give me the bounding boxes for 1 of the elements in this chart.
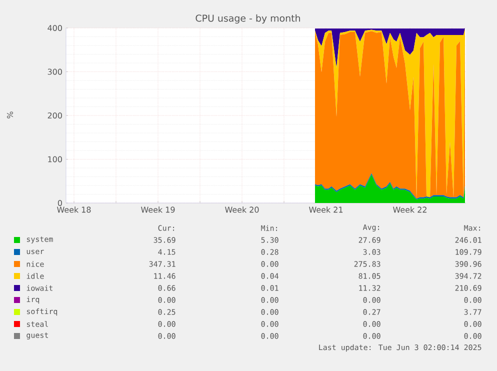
- chart-title: CPU usage - by month: [196, 14, 300, 24]
